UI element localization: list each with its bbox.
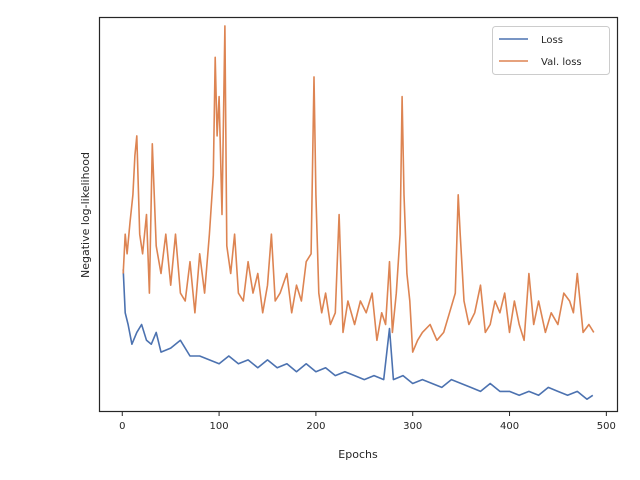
plot-area	[122, 25, 595, 401]
series-line-loss	[122, 269, 594, 401]
x-tick-label: 500	[597, 421, 616, 432]
legend-label-loss: Loss	[541, 35, 563, 46]
x-axis: 0 100 200 300 400 500	[119, 411, 616, 432]
x-tick-label: 200	[306, 421, 325, 432]
y-axis-label: Negative log-likelihood	[79, 152, 92, 278]
series-line-val-loss	[122, 25, 595, 353]
legend-label-val-loss: Val. loss	[541, 57, 582, 68]
x-tick-label: 100	[210, 421, 229, 432]
x-axis-label: Epochs	[338, 448, 378, 461]
x-tick-label: 400	[500, 421, 519, 432]
x-tick-label: 300	[403, 421, 422, 432]
plot-frame	[98, 16, 619, 413]
x-tick-label: 0	[119, 421, 125, 432]
legend: Loss Val. loss	[492, 26, 610, 75]
